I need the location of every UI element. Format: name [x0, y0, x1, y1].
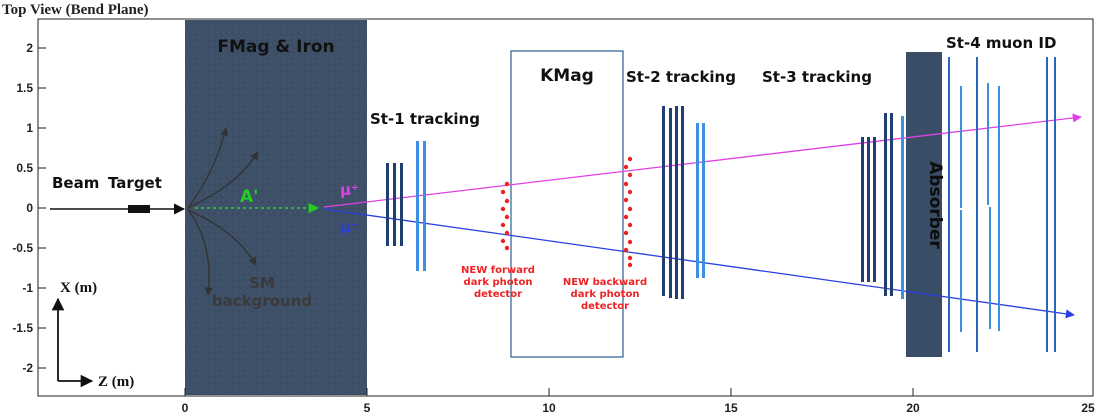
st4-label: St-4 muon ID: [946, 34, 1056, 52]
y-tick: 1: [26, 121, 33, 135]
absorber-label: Absorber: [925, 161, 945, 249]
kmag-outline: [510, 50, 624, 358]
kmag-label: KMag: [540, 66, 594, 86]
bwd-det-label-1: NEW backward: [563, 277, 647, 288]
station-4: [948, 57, 1056, 352]
figure-title: Top View (Bend Plane): [2, 2, 149, 18]
mu-minus-label: μ⁻: [340, 218, 359, 236]
station-2: [662, 106, 705, 299]
coordinate-inset: X (m) Z (m): [51, 280, 134, 390]
fwd-det-label-3: detector: [474, 289, 522, 300]
aprime-label: A': [240, 187, 258, 207]
sm-label-line1: SM: [249, 274, 275, 292]
beam-label: Beam: [52, 174, 99, 192]
st2-label: St-2 tracking: [626, 68, 736, 86]
target-block: [128, 205, 150, 213]
x-tick: 15: [724, 401, 738, 415]
fmag-label: FMag & Iron: [217, 37, 334, 57]
bwd-det-label-2: dark photon: [571, 289, 640, 300]
y-axis: 2 1.5 1 0.5 0 -0.5 -1 -1.5 -2: [12, 41, 46, 375]
fwd-det-label-1: NEW forward: [461, 265, 535, 276]
y-tick: -1: [22, 281, 33, 295]
sm-label-line2: background: [212, 292, 312, 310]
station-1: [386, 141, 426, 271]
st3-label: St-3 tracking: [762, 68, 872, 86]
backward-dark-photon-detector: [623, 156, 633, 268]
bwd-det-label-3: detector: [581, 301, 629, 312]
y-tick: 2: [26, 41, 33, 55]
y-tick: -1.5: [12, 321, 33, 335]
station-3: [861, 113, 904, 299]
forward-dark-photon-detector: [500, 181, 510, 251]
y-tick: 1.5: [16, 81, 33, 95]
x-axis-label: Z (m): [98, 374, 134, 390]
x-tick: 10: [542, 401, 556, 415]
st1-label: St-1 tracking: [370, 110, 480, 128]
y-tick: -2: [22, 361, 33, 375]
y-axis-label: X (m): [60, 280, 97, 296]
absorber-block: [906, 52, 942, 357]
mu-plus-label: μ⁺: [340, 181, 359, 199]
target-label: Target: [108, 174, 162, 192]
x-tick: 0: [182, 401, 189, 415]
y-tick: -0.5: [12, 241, 33, 255]
x-tick: 25: [1081, 401, 1095, 415]
fwd-det-label-2: dark photon: [464, 277, 533, 288]
x-tick: 20: [906, 401, 920, 415]
y-tick: 0: [26, 201, 33, 215]
x-tick: 5: [364, 401, 371, 415]
x-axis: 0 5 10 15 20 25: [182, 388, 1095, 415]
y-tick: 0.5: [16, 161, 33, 175]
sm-background-arrows: [187, 127, 259, 296]
